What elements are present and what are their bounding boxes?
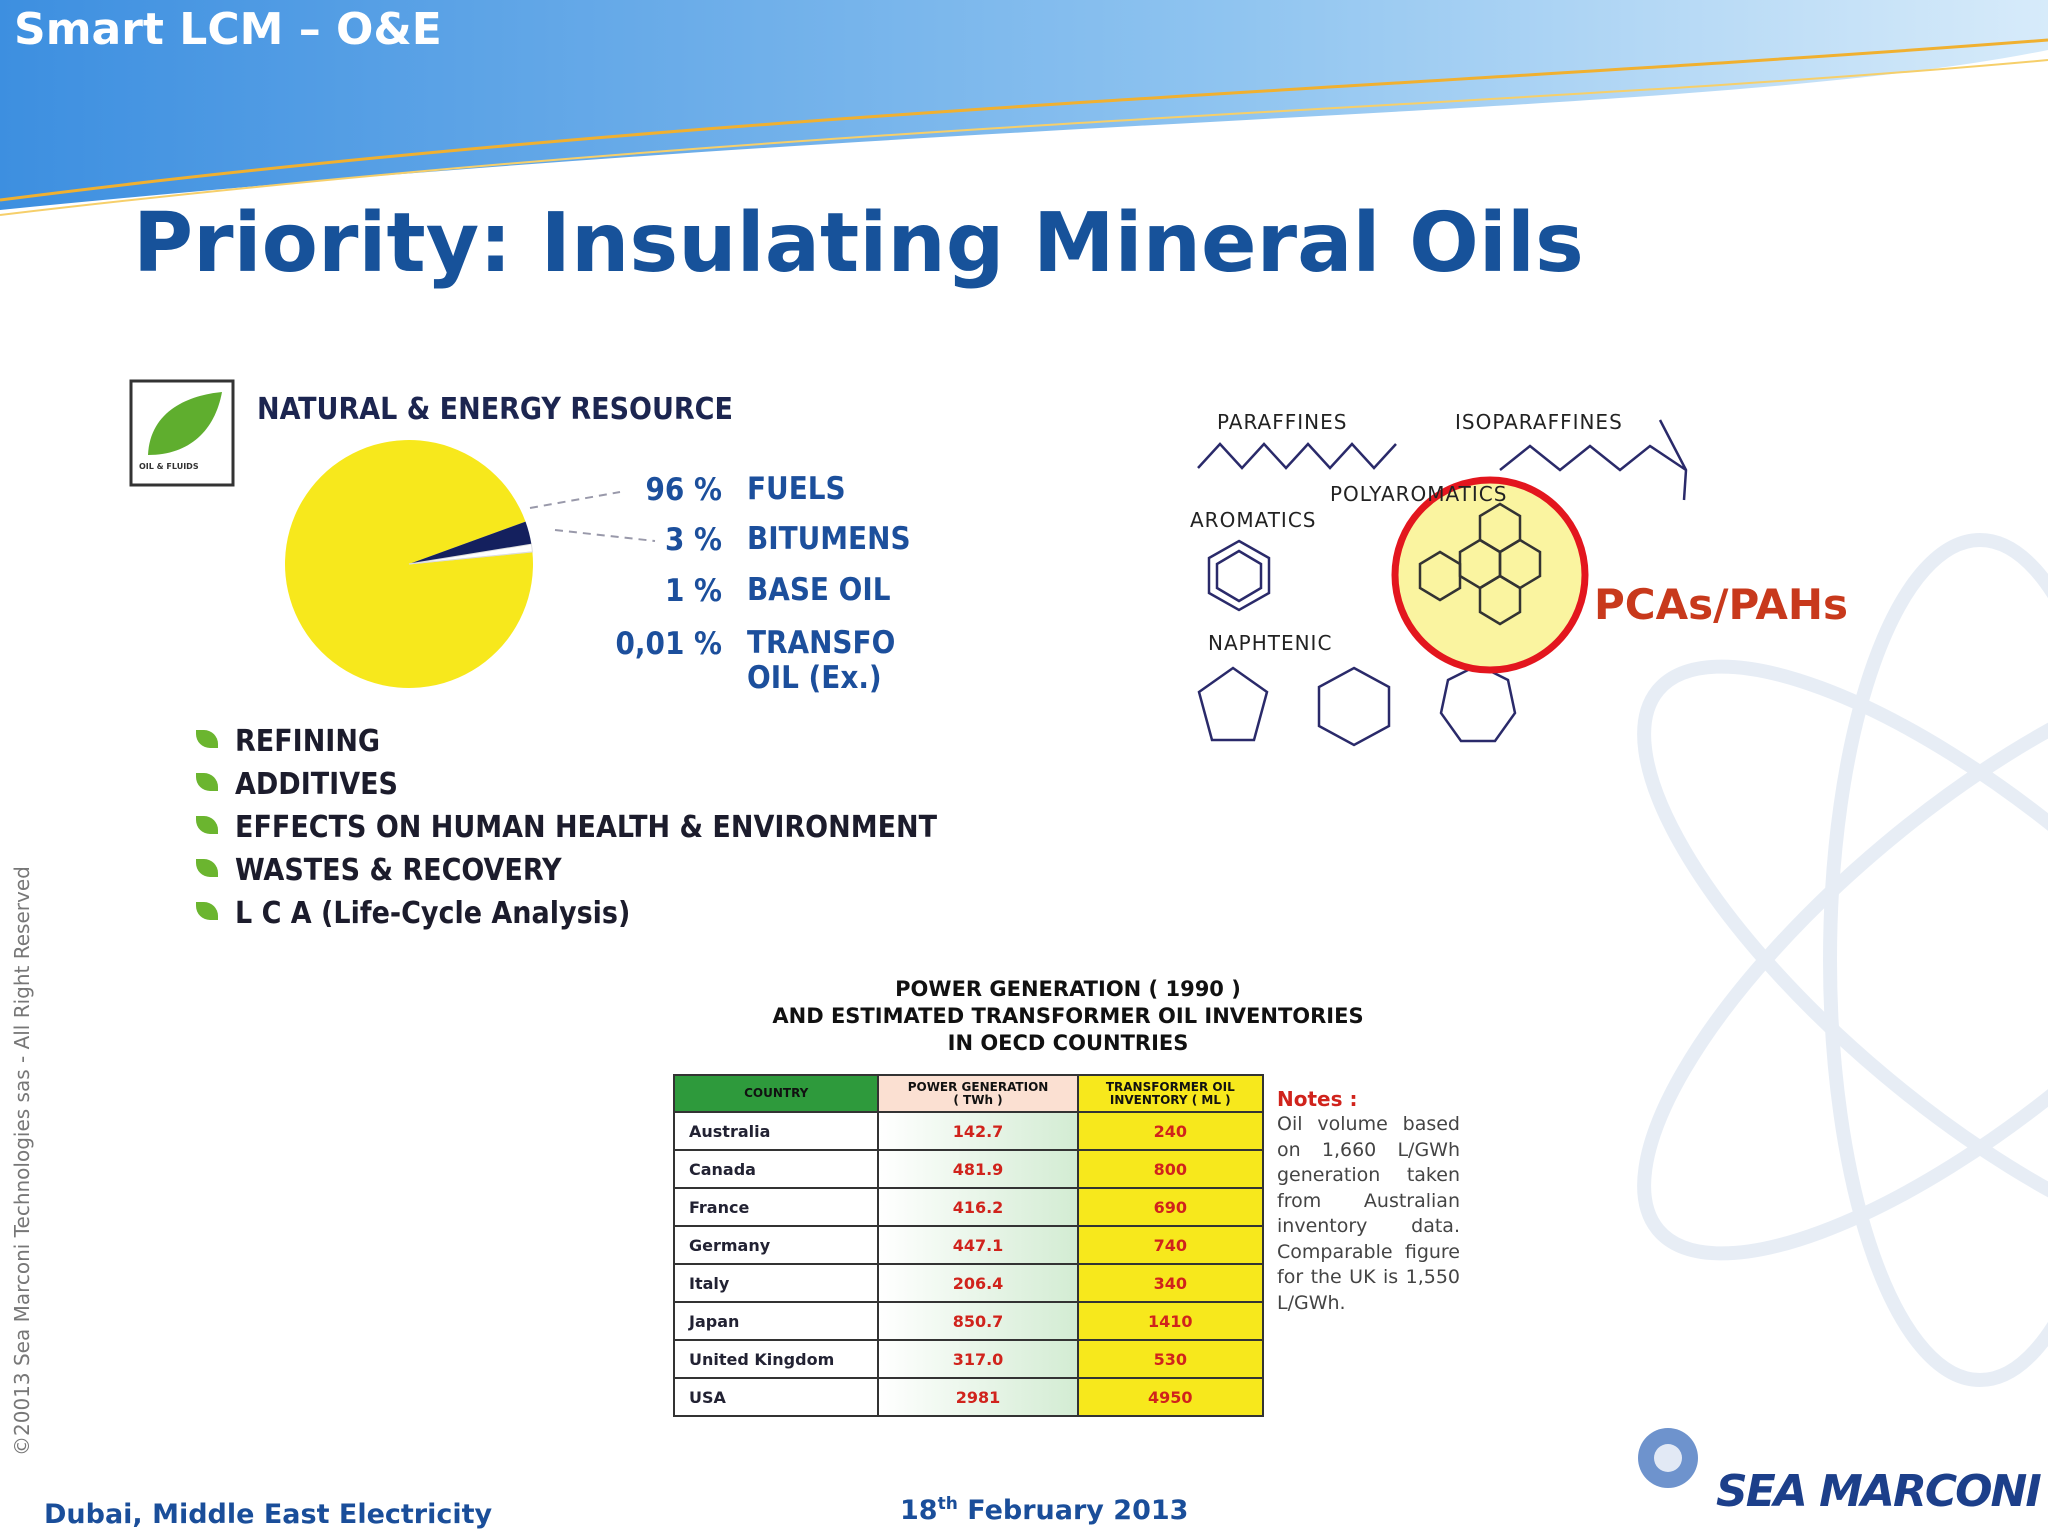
table-cell: Australia bbox=[672, 1111, 880, 1151]
table-cell: 481.9 bbox=[877, 1149, 1079, 1189]
pie-value-label: 0,01 % bbox=[615, 626, 722, 662]
table-cell: 4950 bbox=[1076, 1377, 1265, 1417]
table-cell: France bbox=[672, 1187, 880, 1227]
bullet-leaf bbox=[196, 730, 218, 748]
pie-category-label: TRANSFO OIL (Ex.) bbox=[747, 625, 896, 696]
footer-location: Dubai, Middle East Electricity bbox=[44, 1499, 493, 1530]
table-title-line: POWER GENERATION ( 1990 ) bbox=[895, 977, 1241, 1001]
leader-line bbox=[554, 529, 656, 542]
molecule-label: ISOPARAFFINES bbox=[1455, 410, 1623, 434]
resource-logo-text: OIL & FLUIDS bbox=[139, 462, 199, 471]
bullet-text: L C A (Life-Cycle Analysis) bbox=[235, 896, 631, 931]
pie-value-label: 1 % bbox=[664, 573, 722, 609]
table-cell: 1410 bbox=[1076, 1301, 1265, 1341]
pie-slice bbox=[408, 551, 533, 565]
table-header-cell: POWER GENERATION( TWh ) bbox=[877, 1074, 1079, 1113]
table-row: France 416.2 690 bbox=[672, 1187, 1265, 1227]
bullet-leaf bbox=[196, 816, 218, 834]
table-row: Italy 206.4 340 bbox=[672, 1263, 1265, 1303]
table-title-line: AND ESTIMATED TRANSFORMER OIL INVENTORIE… bbox=[772, 1004, 1364, 1028]
notes-body: Oil volume based on 1,660 L/GWh generati… bbox=[1277, 1113, 1460, 1314]
table-cell: Japan bbox=[672, 1301, 880, 1341]
table-row: Australia 142.7 240 bbox=[672, 1111, 1265, 1151]
bullet-text: REFINING bbox=[235, 724, 381, 759]
table-cell: 690 bbox=[1076, 1187, 1265, 1227]
resource-heading: NATURAL & ENERGY RESOURCE bbox=[257, 392, 733, 427]
molecule-label: PARAFFINES bbox=[1217, 410, 1348, 434]
header-swoosh bbox=[0, 59, 2048, 216]
table-cell: 340 bbox=[1076, 1263, 1265, 1303]
table-cell: USA bbox=[672, 1377, 880, 1417]
table-header-cell: TRANSFORMER OIL INVENTORY ( ML ) bbox=[1076, 1074, 1265, 1113]
table-cell: 850.7 bbox=[877, 1301, 1079, 1341]
date-day: 18 bbox=[900, 1495, 938, 1526]
table-cell: 416.2 bbox=[877, 1187, 1079, 1227]
table-row: USA 2981 4950 bbox=[672, 1377, 1265, 1417]
header-swoosh bbox=[0, 38, 2048, 202]
molecule-label: NAPHTENIC bbox=[1208, 631, 1333, 655]
header-line: INVENTORY ( ML ) bbox=[1109, 1092, 1231, 1107]
molecule-label: POLYAROMATICS bbox=[1330, 482, 1508, 506]
date-suffix: th bbox=[937, 1494, 958, 1514]
polyaromatic-highlight bbox=[1391, 476, 1589, 674]
header-line: ( TWh ) bbox=[953, 1092, 1003, 1107]
leader-line bbox=[529, 491, 621, 509]
table-title-line: IN OECD COUNTRIES bbox=[947, 1031, 1189, 1055]
table-cell: 206.4 bbox=[877, 1263, 1079, 1303]
table-cell: United Kingdom bbox=[672, 1339, 880, 1379]
table-cell: 240 bbox=[1076, 1111, 1265, 1151]
callout-label: PCAs/PAHs bbox=[1594, 580, 1849, 629]
notes-heading: Notes : bbox=[1277, 1087, 1358, 1111]
pie-chart bbox=[284, 439, 656, 688]
pie-category-label: BASE OIL bbox=[747, 572, 891, 608]
bullet-text: EFFECTS ON HUMAN HEALTH & ENVIRONMENT bbox=[235, 810, 938, 845]
table-cell: Italy bbox=[672, 1263, 880, 1303]
bullet-leaf bbox=[196, 773, 218, 791]
header-line: TRANSFORMER OIL bbox=[1105, 1079, 1235, 1094]
pie-value-label: 3 % bbox=[664, 522, 722, 558]
table-row: Canada 481.9 800 bbox=[672, 1149, 1265, 1189]
table-row: United Kingdom 317.0 530 bbox=[672, 1339, 1265, 1379]
molecule-label: AROMATICS bbox=[1190, 508, 1317, 532]
pie-slice bbox=[409, 521, 532, 564]
header-line: POWER GENERATION bbox=[907, 1079, 1049, 1094]
table-title: POWER GENERATION ( 1990 ) AND ESTIMATED T… bbox=[700, 976, 1436, 1057]
table-cell: 447.1 bbox=[877, 1225, 1079, 1265]
table-cell: 530 bbox=[1076, 1339, 1265, 1379]
molecule-drawings bbox=[1197, 419, 1688, 747]
atom-watermark bbox=[1637, 533, 2048, 1387]
bullet-text: ADDITIVES bbox=[235, 767, 398, 802]
data-table: COUNTRY POWER GENERATION( TWh ) TRANSFORME… bbox=[672, 1074, 1265, 1417]
table-header-row: COUNTRY POWER GENERATION( TWh ) TRANSFORME… bbox=[672, 1074, 1265, 1113]
slide-title: Priority: Insulating Mineral Oils bbox=[133, 196, 1584, 291]
company-logo-mark bbox=[1654, 1444, 1682, 1472]
copyright: ©20013 Sea Marconi Technologies sas - Al… bbox=[10, 866, 34, 1456]
bullet-leaf bbox=[196, 859, 218, 877]
table-cell: 2981 bbox=[877, 1377, 1079, 1417]
bullet-leaf bbox=[196, 902, 218, 920]
table-row: Japan 850.7 1410 bbox=[672, 1301, 1265, 1341]
polyaromatic-rings bbox=[1418, 502, 1542, 626]
section-label: Smart LCM – O&E bbox=[14, 4, 442, 55]
table-cell: Canada bbox=[672, 1149, 880, 1189]
pie-value-label: 96 % bbox=[645, 472, 722, 508]
table-cell: Germany bbox=[672, 1225, 880, 1265]
bullet-text: WASTES & RECOVERY bbox=[235, 853, 562, 888]
date-rest: February 2013 bbox=[967, 1495, 1189, 1526]
table-cell: 800 bbox=[1076, 1149, 1265, 1189]
table-header-cell: COUNTRY bbox=[672, 1074, 880, 1113]
pie-category-label: FUELS bbox=[747, 471, 846, 507]
table-cell: 317.0 bbox=[877, 1339, 1079, 1379]
table-row: Germany 447.1 740 bbox=[672, 1225, 1265, 1265]
footer-date: 18th February 2013 bbox=[900, 1494, 1188, 1526]
table-cell: 142.7 bbox=[877, 1111, 1079, 1151]
pie-category-label: BITUMENS bbox=[747, 521, 911, 557]
company-logo: SEA MARCONI bbox=[1716, 1466, 2042, 1517]
header-line: COUNTRY bbox=[744, 1086, 809, 1100]
table-cell: 740 bbox=[1076, 1225, 1265, 1265]
resource-logo-leaf bbox=[148, 392, 222, 455]
